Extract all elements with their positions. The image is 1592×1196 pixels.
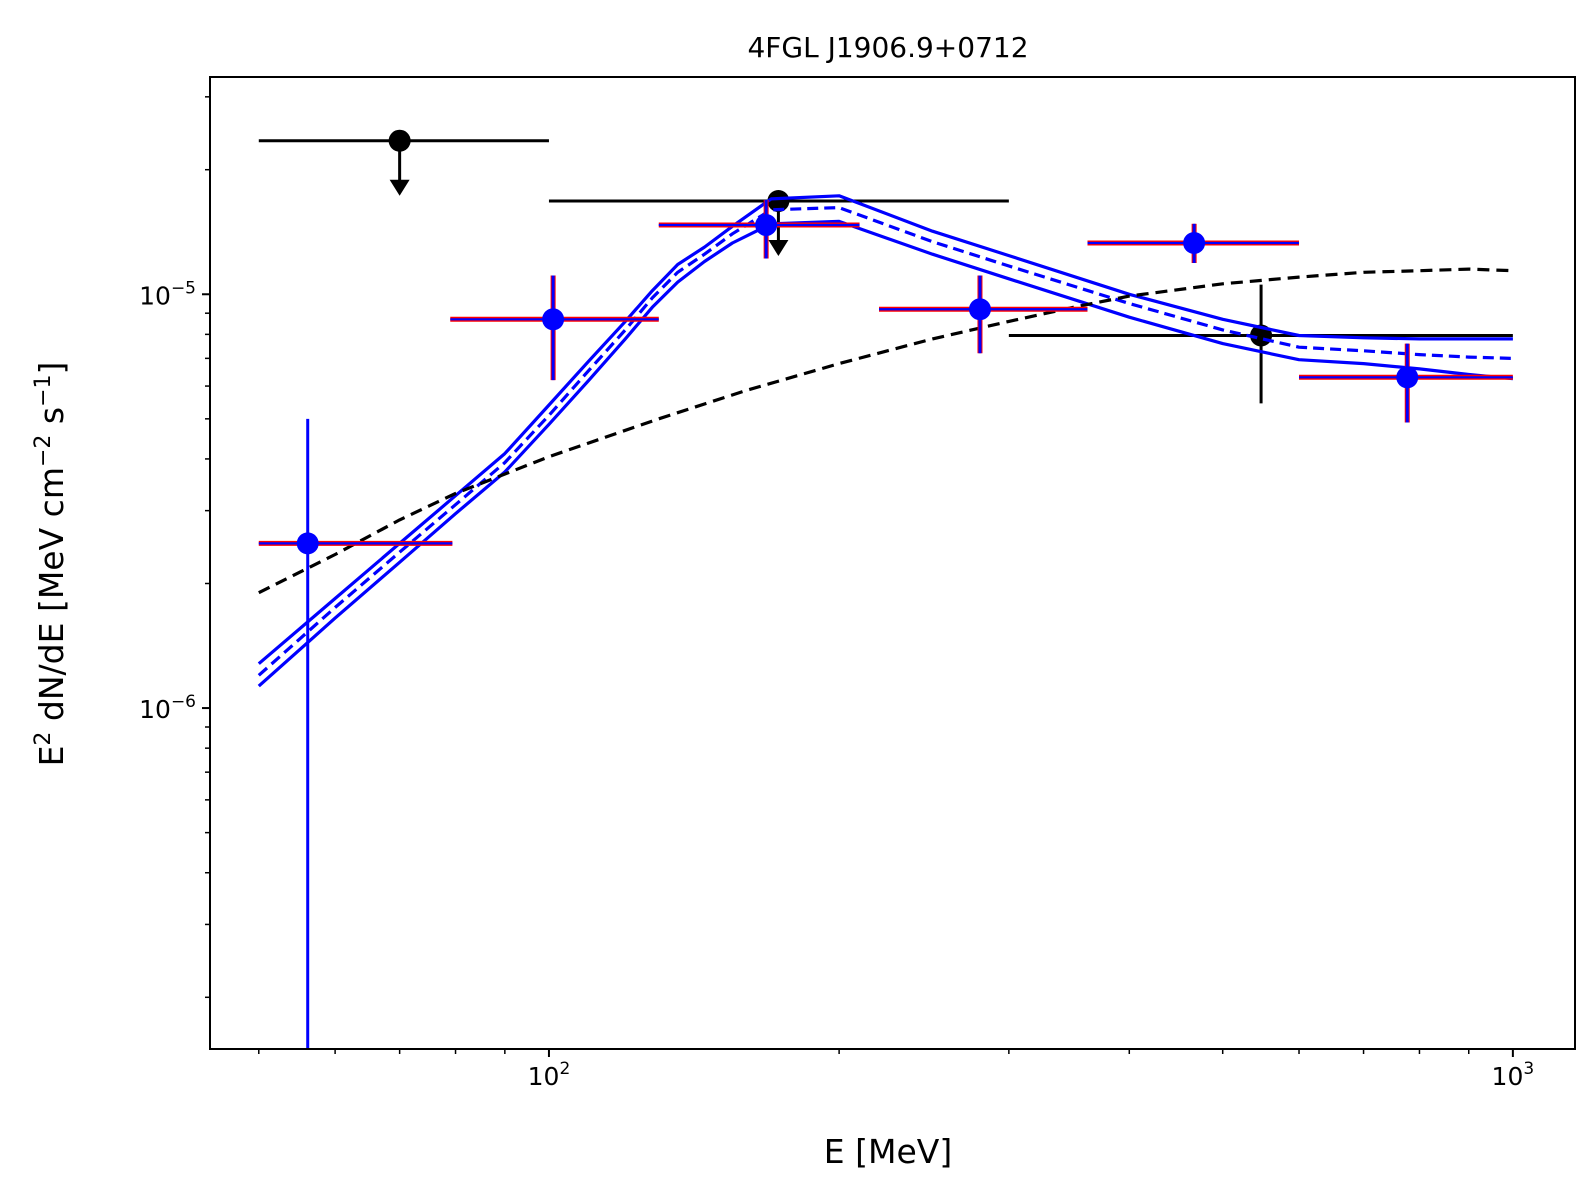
series-catalog-model (258, 267, 1513, 595)
y-title-sup2: −2 (31, 435, 56, 467)
y-axis-title: E2 dN/dE [MeV cm−2 s−1] (31, 362, 71, 767)
flux-point-4 (1183, 232, 1206, 255)
x-axis-title: E [MeV] (824, 1132, 952, 1171)
catalog-point-1 (767, 190, 790, 213)
flux-point-3 (968, 298, 991, 321)
series-model-band-upper (257, 194, 1513, 665)
x-tick-label-0: 102 (528, 1059, 571, 1091)
series-model-band-lower (257, 219, 1514, 688)
axes: 102 103 10−6 10−5 (139, 96, 1535, 1091)
y-title-end: ] (32, 362, 71, 375)
flux-point-2 (755, 214, 778, 237)
y-tick-label-0: 10−6 (139, 692, 196, 724)
y-title-sup1: 2 (31, 732, 56, 746)
flux-point-1 (542, 308, 565, 331)
flux-point-5 (1396, 366, 1419, 389)
y-tick-label-1: 10−5 (139, 278, 196, 310)
y-title-base: E (32, 746, 71, 767)
y-title-sup3: −1 (31, 374, 56, 406)
flux-point-0 (296, 532, 319, 555)
chart-title: 4FGL J1906.9+0712 (747, 31, 1028, 64)
x-tick-label-1: 103 (1492, 1059, 1535, 1091)
y-title-mid2: s (32, 407, 71, 435)
upper-limit-arrow-0 (389, 179, 410, 196)
upper-limit-arrow-1 (768, 240, 789, 257)
plot-area (257, 129, 1514, 1049)
y-title-mid: dN/dE [MeV cm (32, 467, 71, 732)
plot-frame (209, 76, 1576, 1050)
catalog-point-0 (388, 129, 411, 152)
series-model-best (257, 206, 1513, 677)
